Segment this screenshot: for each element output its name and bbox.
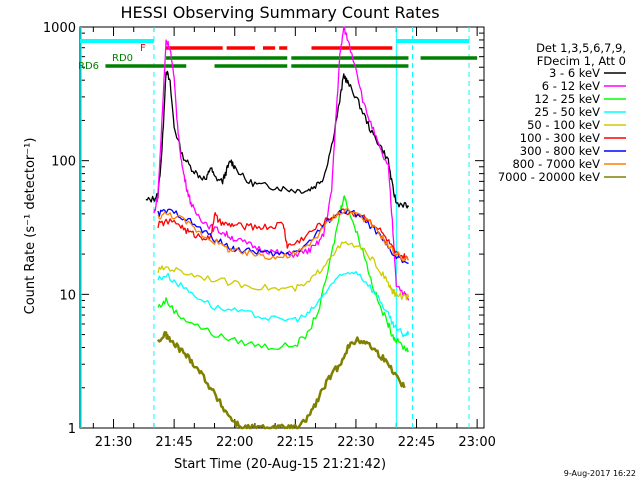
legend-entry: 7000 - 20000 keV	[498, 170, 600, 184]
legend-header: FDecim 1, Att 0	[537, 54, 626, 68]
series-line	[157, 208, 409, 265]
flag-bar-label: F	[140, 43, 146, 54]
legend-entry: 50 - 100 keV	[527, 118, 600, 132]
x-tick-label: 22:00	[216, 435, 253, 450]
series-line	[145, 70, 410, 209]
x-tick-label: 22:15	[277, 435, 314, 450]
flag-bar-label: RD6	[78, 61, 99, 72]
plot-border	[79, 26, 485, 429]
flag-bars: F RD0 RD6	[78, 43, 478, 72]
series-line	[157, 208, 410, 261]
legend-entry: 3 - 6 keV	[549, 66, 600, 80]
time-markers	[80, 27, 470, 428]
x-tick-label: 22:45	[398, 435, 435, 450]
y-axis: 1 10 100 1000	[43, 21, 484, 437]
series-line	[153, 26, 410, 301]
series-lines	[145, 26, 410, 430]
series-line	[157, 241, 410, 301]
y-tick-label: 1000	[43, 21, 76, 36]
series-line	[157, 208, 409, 261]
legend-entry: 12 - 25 keV	[534, 92, 600, 106]
legend-entry: 300 - 800 keV	[520, 144, 600, 158]
legend-entry: 25 - 50 keV	[534, 105, 600, 119]
y-tick-label: 10	[59, 288, 76, 303]
x-tick-label: 23:00	[458, 435, 495, 450]
legend: Det 1,3,5,6,7,9,FDecim 1, Att 03 - 6 keV…	[498, 41, 626, 184]
series-line	[156, 331, 406, 430]
legend-entry: 800 - 7000 keV	[512, 157, 600, 171]
flag-bar-label: RD0	[112, 53, 133, 64]
x-axis-label: Start Time (20-Aug-15 21:21:42)	[174, 457, 386, 472]
timestamp: 9-Aug-2017 16:22	[564, 469, 636, 478]
series-line	[157, 195, 410, 353]
legend-header: Det 1,3,5,6,7,9,	[536, 41, 626, 55]
plot-area	[79, 26, 485, 429]
chart-title: HESSI Observing Summary Count Rates	[120, 3, 439, 22]
y-tick-label: 1	[68, 422, 76, 437]
y-tick-label: 100	[51, 155, 76, 170]
x-tick-label: 21:30	[95, 435, 132, 450]
x-axis: 21:30 21:45 22:00 22:15 22:30 22:45 23:00	[92, 27, 496, 450]
legend-entry: 6 - 12 keV	[542, 79, 600, 93]
series-line	[157, 270, 410, 338]
y-axis-label: Count Rate (s⁻¹ detector⁻¹)	[23, 138, 38, 315]
x-tick-label: 21:45	[155, 435, 192, 450]
x-tick-label: 22:30	[337, 435, 374, 450]
legend-entry: 100 - 300 keV	[520, 131, 600, 145]
